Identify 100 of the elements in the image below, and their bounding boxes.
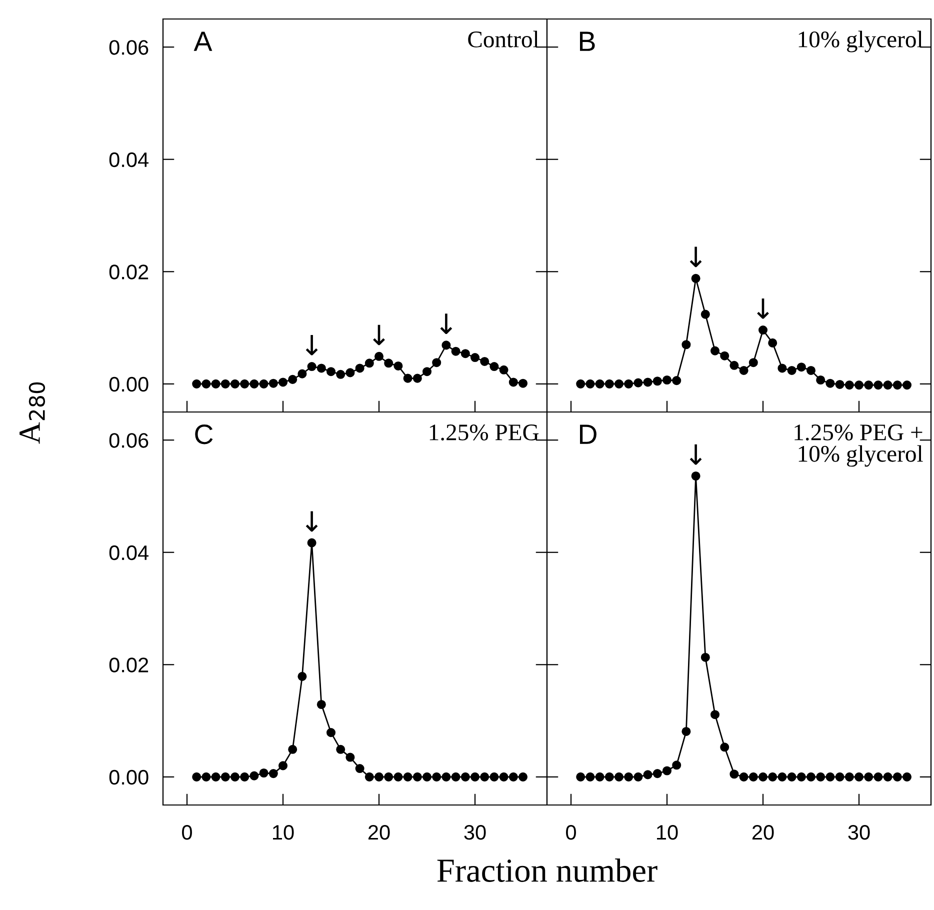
point — [412, 772, 422, 782]
point — [250, 379, 259, 388]
point — [854, 772, 864, 782]
point — [874, 772, 883, 782]
point — [403, 374, 412, 383]
point — [778, 364, 787, 373]
point — [643, 770, 652, 780]
point — [864, 772, 874, 782]
point — [768, 772, 778, 782]
point — [364, 772, 374, 782]
x-tick-label: 20 — [752, 824, 774, 840]
point — [778, 772, 787, 782]
point — [346, 752, 355, 762]
point — [700, 310, 710, 319]
point — [816, 772, 826, 782]
point — [346, 368, 355, 378]
point — [720, 351, 730, 360]
x-tick-label: 20 — [368, 824, 390, 840]
annotation: ↓ — [690, 246, 702, 268]
point — [336, 370, 346, 379]
x-tick-label: 30 — [464, 824, 486, 840]
point — [748, 772, 758, 782]
y-tick-label: 0.02 — [109, 264, 148, 280]
point — [326, 728, 336, 738]
y-tick-label: 0.06 — [109, 433, 148, 448]
point — [604, 379, 614, 388]
text: 1.25% PEG + 10% glycerol — [794, 424, 923, 467]
point — [643, 378, 652, 387]
point — [442, 340, 451, 350]
chart-title: C — [195, 424, 213, 444]
point — [672, 760, 682, 770]
point — [864, 380, 874, 390]
point — [691, 274, 700, 283]
chart-title: D — [580, 424, 596, 444]
point — [576, 379, 586, 388]
point — [614, 772, 624, 782]
y-tick-label: 0.04 — [109, 545, 149, 560]
point — [403, 772, 412, 782]
point — [326, 367, 336, 376]
annotation: ↓ — [373, 324, 385, 346]
point — [470, 353, 480, 362]
point — [432, 358, 442, 368]
point — [796, 772, 806, 782]
point — [451, 346, 460, 356]
point — [518, 378, 528, 388]
point — [624, 772, 634, 782]
point — [307, 362, 316, 372]
point — [826, 378, 835, 388]
point — [394, 361, 403, 370]
point — [595, 379, 604, 388]
point — [902, 380, 912, 390]
point — [480, 772, 490, 782]
annotation: ↓ — [306, 334, 318, 356]
point — [240, 772, 250, 782]
point — [892, 380, 902, 390]
point — [883, 772, 892, 782]
point — [259, 768, 268, 778]
point — [230, 772, 240, 782]
point — [883, 380, 892, 390]
point — [806, 772, 816, 782]
point — [576, 772, 586, 782]
point — [316, 700, 326, 710]
point — [374, 772, 384, 782]
point — [518, 772, 528, 782]
annotation: ↓ — [757, 298, 769, 319]
point — [768, 338, 778, 348]
point — [662, 766, 672, 776]
x-tick-label: 10 — [657, 824, 678, 840]
point — [307, 538, 316, 548]
point — [202, 772, 211, 782]
point — [364, 358, 374, 368]
point — [192, 772, 202, 782]
y-axis-title: A$_{280}$ — [20, 382, 46, 444]
point — [470, 772, 480, 782]
point — [202, 379, 211, 388]
annotation: ↓ — [690, 444, 702, 465]
chart-subtitle: Control — [468, 30, 539, 48]
point — [336, 744, 346, 754]
point — [384, 772, 394, 782]
point — [586, 772, 595, 782]
point — [192, 379, 202, 388]
point — [835, 380, 844, 390]
x-tick-label: 10 — [273, 824, 294, 840]
point — [499, 772, 508, 782]
point — [432, 772, 442, 782]
point — [508, 378, 518, 387]
point — [250, 771, 259, 780]
point — [490, 362, 499, 372]
point — [730, 770, 739, 779]
point — [662, 375, 672, 385]
point — [874, 380, 883, 390]
point — [730, 360, 739, 370]
point — [288, 744, 298, 754]
point — [634, 378, 643, 388]
point — [682, 340, 691, 350]
point — [796, 362, 806, 372]
point — [211, 772, 220, 782]
point — [748, 358, 758, 368]
point — [412, 374, 422, 383]
point — [826, 772, 835, 782]
